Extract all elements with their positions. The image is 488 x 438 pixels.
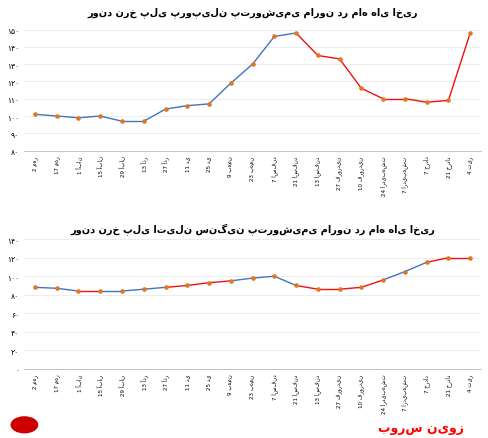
Point xyxy=(336,57,344,64)
Point xyxy=(249,61,257,68)
Point xyxy=(401,96,409,103)
Point xyxy=(162,106,169,113)
Point xyxy=(96,288,104,295)
Point xyxy=(31,112,39,119)
Point xyxy=(205,101,213,108)
Point xyxy=(314,286,322,293)
Point xyxy=(31,284,39,291)
Point xyxy=(162,284,169,291)
Point xyxy=(445,254,452,261)
Point xyxy=(53,285,61,292)
Point xyxy=(423,259,430,266)
Circle shape xyxy=(11,417,38,433)
Point xyxy=(401,268,409,276)
Title: روند نرخ پلی اتیلن سنگین پتروشیمی مارون در ماه های اخیر: روند نرخ پلی اتیلن سنگین پتروشیمی مارون … xyxy=(70,223,435,236)
Text: بورس نیوز: بورس نیوز xyxy=(378,420,464,434)
Point xyxy=(227,81,235,88)
Point xyxy=(140,118,148,125)
Point xyxy=(249,275,257,282)
Point xyxy=(205,279,213,286)
Point xyxy=(75,288,82,295)
Point xyxy=(183,283,191,290)
Point xyxy=(445,98,452,105)
Point xyxy=(270,273,278,280)
Point xyxy=(227,278,235,285)
Point xyxy=(466,30,474,37)
Point xyxy=(423,99,430,106)
Title: روند نرخ پلی پروپیلن پتروشیمی مارون در ماه های اخیر: روند نرخ پلی پروپیلن پتروشیمی مارون در م… xyxy=(87,7,418,18)
Point xyxy=(336,286,344,293)
Point xyxy=(358,284,366,291)
Point xyxy=(118,118,126,125)
Point xyxy=(379,96,387,103)
Point xyxy=(314,53,322,60)
Point xyxy=(140,286,148,293)
Point xyxy=(379,277,387,284)
Point xyxy=(292,30,300,37)
Point xyxy=(118,288,126,295)
Point xyxy=(75,115,82,122)
Point xyxy=(183,103,191,110)
Point xyxy=(270,34,278,41)
Point xyxy=(96,113,104,120)
Point xyxy=(292,283,300,290)
Point xyxy=(358,86,366,93)
Point xyxy=(53,113,61,120)
Point xyxy=(466,254,474,261)
